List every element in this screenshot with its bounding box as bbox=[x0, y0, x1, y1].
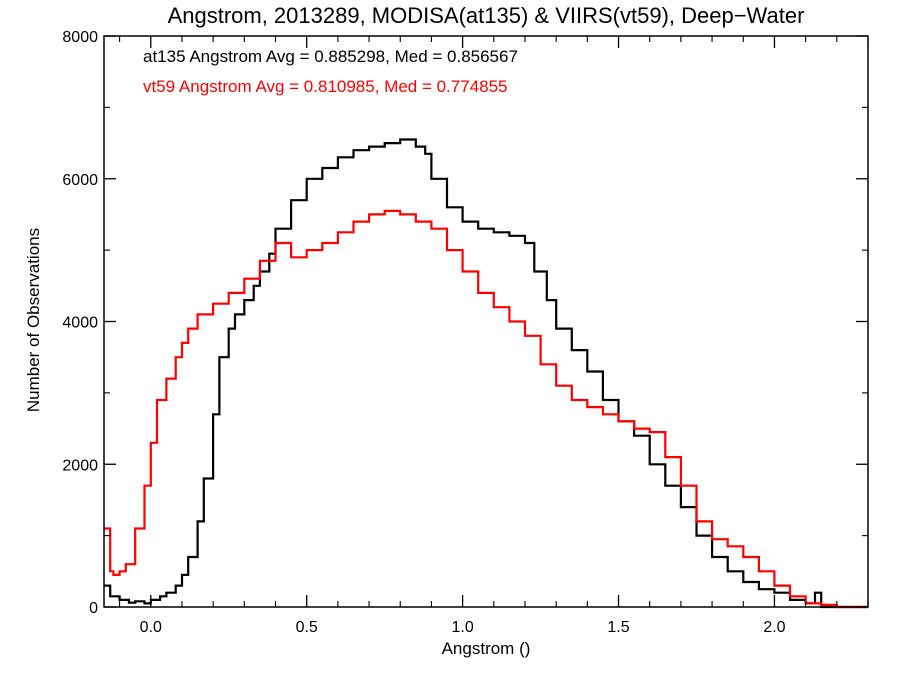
y-tick-label: 8000 bbox=[62, 29, 98, 46]
annotation-vt59-stats: vt59 Angstrom Avg = 0.810985, Med = 0.77… bbox=[143, 77, 508, 96]
x-tick-label: 0.5 bbox=[296, 619, 318, 636]
x-tick-label: 2.0 bbox=[763, 619, 785, 636]
axes-layer: 0.0 0.5 1.0 1.5 2.0 0 2000 4000 6000 8000 bbox=[62, 29, 869, 636]
series-0-line bbox=[104, 138, 868, 609]
x-tick-label: 1.0 bbox=[451, 619, 473, 636]
x-axis-label: Angstrom () bbox=[442, 639, 531, 658]
y-axis-label: Number of Observations bbox=[24, 228, 43, 412]
series-layer bbox=[104, 138, 868, 609]
annotation-at135-stats: at135 Angstrom Avg = 0.885298, Med = 0.8… bbox=[143, 47, 518, 66]
x-tick-label: 0.0 bbox=[140, 619, 162, 636]
y-tick-label: 4000 bbox=[62, 315, 98, 332]
x-tick-label: 1.5 bbox=[607, 619, 629, 636]
chart-title: Angstrom, 2013289, MODISA(at135) & VIIRS… bbox=[168, 3, 805, 28]
y-tick-label: 6000 bbox=[62, 172, 98, 189]
y-tick-label: 2000 bbox=[62, 457, 98, 474]
series-1-line bbox=[104, 209, 868, 609]
y-tick-label: 0 bbox=[89, 600, 98, 617]
